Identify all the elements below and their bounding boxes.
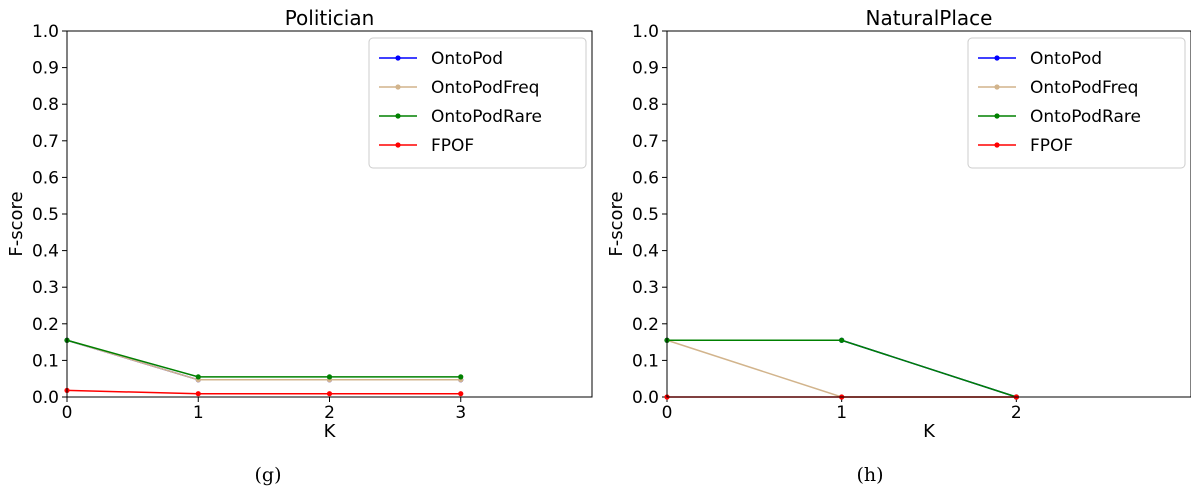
y-tick-label: 0.2 — [632, 315, 659, 335]
y-tick-label: 0.1 — [32, 351, 59, 371]
data-point-FPOF — [458, 391, 464, 397]
legend-marker — [994, 142, 1000, 148]
legend-marker — [395, 113, 401, 119]
x-tick-label: 2 — [1011, 403, 1022, 423]
y-tick-label: 0.7 — [32, 132, 59, 152]
legend-label: OntoPod — [1030, 49, 1102, 69]
y-tick-label: 0.3 — [32, 278, 59, 298]
legend-label: OntoPodRare — [431, 107, 542, 127]
y-tick-label: 0.5 — [32, 205, 59, 225]
series-line-OntoPodFreq — [66, 339, 461, 381]
data-point-OntoPodRare — [839, 337, 845, 343]
y-tick-label: 0.5 — [632, 205, 659, 225]
plot-frame — [66, 30, 593, 398]
chart-panel-0: Politician 0.0 0.1 0.2 0.3 0.4 0.5 0.6 0.7 0.8 0.9… — [6, 6, 593, 486]
x-tick-label: 1 — [836, 403, 847, 423]
chart-title: Politician — [285, 6, 375, 30]
legend-label: OntoPodFreq — [1030, 78, 1138, 98]
legend-box — [368, 37, 587, 169]
chart-title: NaturalPlace — [866, 6, 993, 30]
chart-panel-1: NaturalPlace 0.0 0.1 0.2 0.3 0.4 0.5 0.6 0.7 0.8 0… — [606, 6, 1191, 486]
figure-caption: (g) — [255, 464, 282, 486]
y-tick-label: 0.4 — [632, 242, 659, 262]
y-tick-label: 0.8 — [32, 95, 59, 115]
plot-frame — [666, 30, 1191, 398]
data-point-FPOF — [195, 391, 201, 397]
series-line-OntoPod — [66, 339, 461, 381]
legend-label: OntoPod — [431, 49, 503, 69]
legend-marker — [994, 113, 1000, 119]
y-tick-label: 0.3 — [632, 278, 659, 298]
legend-marker — [395, 142, 401, 148]
y-tick-label: 0.6 — [632, 168, 659, 188]
series-line-FPOF — [66, 389, 461, 395]
y-axis-label: F-score — [6, 191, 27, 256]
y-tick-label: 0.9 — [632, 59, 659, 79]
y-tick-label: 0.9 — [32, 59, 59, 79]
legend-label: FPOF — [431, 136, 474, 156]
x-axis-label: K — [324, 421, 337, 442]
x-axis-label: K — [923, 421, 936, 442]
x-tick-label: 2 — [324, 403, 335, 423]
y-tick-label: 0.0 — [632, 388, 659, 408]
legend-label: OntoPodRare — [1030, 107, 1141, 127]
legend-marker — [395, 84, 401, 90]
series-line-OntoPodRare — [667, 339, 1017, 398]
y-tick-label: 1.0 — [32, 22, 59, 42]
data-point-OntoPodRare — [458, 374, 464, 380]
x-tick-label: 0 — [62, 403, 73, 423]
y-tick-label: 0.8 — [632, 95, 659, 115]
legend-marker — [994, 55, 1000, 61]
legend-marker — [395, 55, 401, 61]
series-line-OntoPodFreq — [666, 339, 1017, 398]
x-tick-label: 0 — [662, 403, 673, 423]
data-point-FPOF — [326, 391, 333, 397]
legend-label: OntoPodFreq — [431, 78, 539, 98]
data-point-OntoPodRare — [326, 374, 333, 380]
y-tick-label: 0.4 — [32, 242, 59, 262]
legend-label: FPOF — [1030, 136, 1073, 156]
legend-marker — [994, 84, 1000, 90]
y-tick-label: 0.2 — [32, 315, 59, 335]
figure-caption: (h) — [856, 464, 883, 486]
y-tick-label: 1.0 — [632, 22, 659, 42]
series-line-OntoPod — [667, 339, 1017, 398]
y-tick-label: 0.7 — [632, 132, 659, 152]
y-axis-label: F-score — [606, 191, 627, 256]
y-tick-label: 0.6 — [32, 168, 59, 188]
y-tick-label: 0.1 — [632, 351, 659, 371]
x-tick-label: 1 — [193, 403, 204, 423]
data-point-OntoPodRare — [195, 374, 201, 380]
x-tick-label: 3 — [455, 403, 466, 423]
series-line-OntoPodRare — [66, 339, 461, 378]
legend-box — [967, 37, 1186, 169]
y-tick-label: 0.0 — [32, 388, 59, 408]
